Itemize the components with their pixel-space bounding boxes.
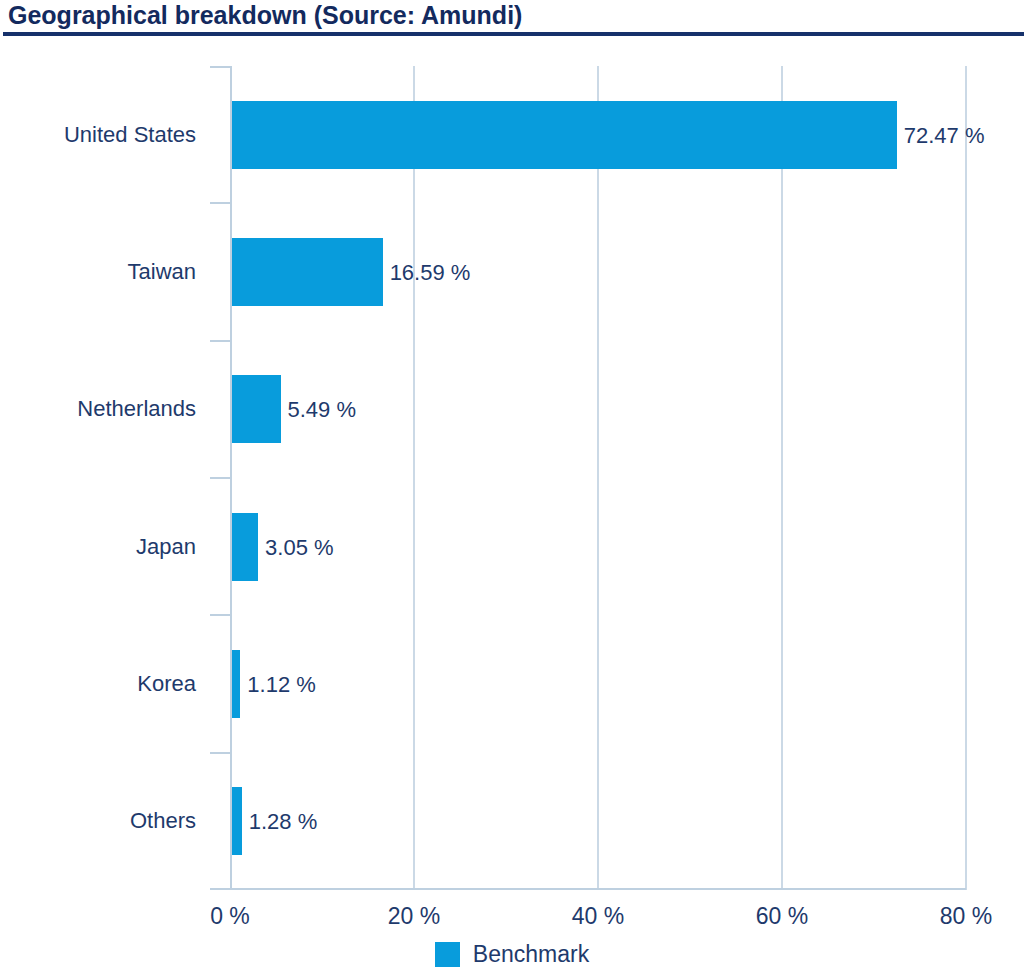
x-axis-tick-label: 80 % (940, 903, 992, 930)
bar-value-label: 16.59 % (390, 260, 471, 286)
legend: Benchmark (0, 941, 1024, 968)
x-axis-tick-label: 60 % (756, 903, 808, 930)
axis-tick (210, 340, 230, 342)
category-label: Japan (0, 478, 196, 615)
benchmark-bar (232, 650, 240, 718)
category-label: Korea (0, 615, 196, 752)
bar-value-label: 72.47 % (904, 123, 985, 149)
y-axis-line (230, 66, 232, 890)
benchmark-bar (232, 238, 383, 306)
x-axis-tick-label: 20 % (388, 903, 440, 930)
x-axis-line (210, 888, 966, 890)
benchmark-bar (232, 513, 258, 581)
bar-value-label: 3.05 % (265, 535, 334, 561)
plot-area: 72.47 %16.59 %5.49 %3.05 %1.12 %1.28 % (230, 66, 966, 890)
value-axis-labels: 0 %20 %40 %60 %80 % (230, 903, 966, 933)
page: Geographical breakdown (Source: Amundi) … (0, 0, 1024, 979)
axis-tick (210, 614, 230, 616)
gridline (597, 66, 599, 890)
category-label: Others (0, 753, 196, 890)
category-label: Netherlands (0, 341, 196, 478)
axis-tick (210, 477, 230, 479)
category-label: United States (0, 66, 196, 203)
title-underline (3, 32, 1024, 36)
chart-title: Geographical breakdown (Source: Amundi) (8, 1, 522, 30)
x-axis-tick-label: 40 % (572, 903, 624, 930)
benchmark-bar (232, 101, 897, 169)
gridline (965, 66, 967, 890)
legend-label: Benchmark (473, 941, 589, 968)
axis-tick (210, 66, 230, 68)
benchmark-bar (232, 375, 281, 443)
benchmark-bar (232, 787, 242, 855)
bar-value-label: 1.12 % (247, 672, 316, 698)
axis-tick (210, 202, 230, 204)
category-axis-labels: United StatesTaiwanNetherlandsJapanKorea… (0, 66, 196, 890)
legend-swatch (435, 942, 460, 967)
bar-value-label: 5.49 % (288, 397, 357, 423)
bar-value-label: 1.28 % (249, 809, 318, 835)
category-label: Taiwan (0, 203, 196, 340)
axis-tick (210, 752, 230, 754)
gridline (781, 66, 783, 890)
gridline (413, 66, 415, 890)
x-axis-tick-label: 0 % (210, 903, 250, 930)
